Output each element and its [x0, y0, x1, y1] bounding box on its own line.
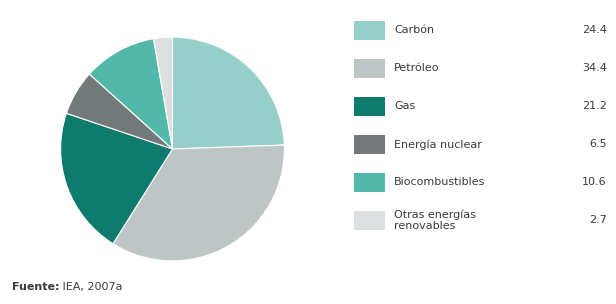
Text: Fuente:: Fuente:: [12, 282, 60, 292]
Text: 34.4: 34.4: [582, 64, 607, 73]
Wedge shape: [60, 113, 172, 244]
Text: Carbón: Carbón: [394, 26, 434, 35]
Text: Biocombustibles: Biocombustibles: [394, 178, 485, 187]
Wedge shape: [153, 37, 172, 149]
Text: 6.5: 6.5: [589, 140, 607, 149]
Wedge shape: [67, 74, 172, 149]
Text: 2.7: 2.7: [589, 216, 607, 225]
Wedge shape: [113, 145, 285, 261]
Text: 10.6: 10.6: [582, 178, 607, 187]
Text: Energía nuclear: Energía nuclear: [394, 139, 482, 150]
Text: Petróleo: Petróleo: [394, 64, 440, 73]
Text: Gas: Gas: [394, 102, 415, 111]
Text: Otras energías
renovables: Otras energías renovables: [394, 209, 476, 231]
Text: 24.4: 24.4: [582, 26, 607, 35]
Wedge shape: [89, 39, 172, 149]
Text: 21.2: 21.2: [582, 102, 607, 111]
Text: IEA, 2007a: IEA, 2007a: [59, 282, 122, 292]
Wedge shape: [172, 37, 285, 149]
